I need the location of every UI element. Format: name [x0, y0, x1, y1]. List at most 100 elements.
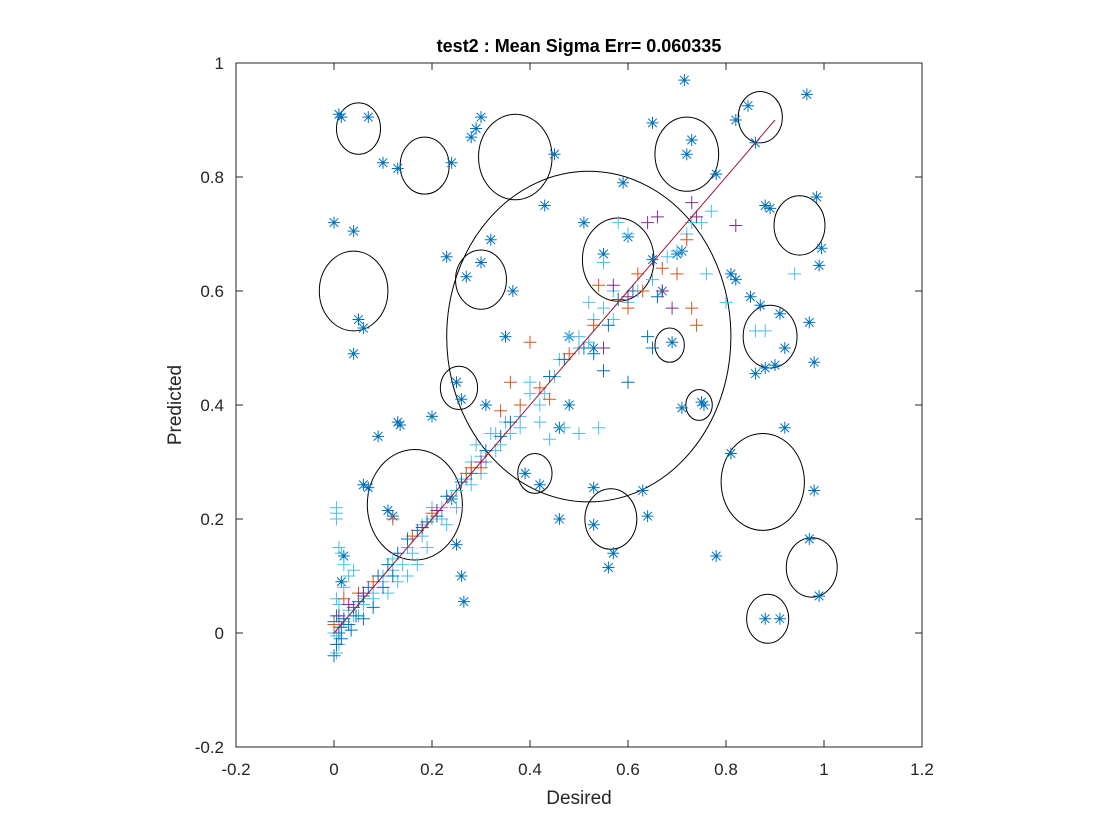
x-tick-label: 0.8 — [714, 760, 738, 779]
star-point — [729, 114, 742, 126]
sigma-circle — [517, 452, 553, 494]
axes-box — [235, 62, 923, 748]
star-point — [813, 259, 826, 272]
plus-point — [523, 335, 537, 349]
star-point — [337, 550, 350, 563]
plus-point — [494, 429, 508, 443]
plus-point — [636, 284, 650, 298]
y-tick-label: 0.6 — [200, 282, 224, 301]
reference-line-layer — [333, 119, 776, 634]
plus-point — [494, 404, 508, 418]
star-point — [457, 595, 470, 608]
star-point — [678, 74, 691, 87]
plus-point — [533, 415, 547, 429]
star-point — [394, 418, 407, 431]
plus-point — [523, 375, 537, 389]
star-point — [519, 467, 532, 480]
plus-point — [454, 475, 468, 489]
x-axis-label: Desired — [546, 788, 611, 809]
star-point — [742, 99, 755, 112]
plus-point — [366, 600, 380, 614]
star-point — [450, 538, 463, 551]
plus-point — [543, 392, 557, 406]
plus-point — [621, 375, 635, 389]
x-tick-label: 1.2 — [910, 760, 934, 779]
star-point — [602, 561, 615, 574]
star-point — [666, 336, 679, 349]
star-point — [347, 347, 360, 360]
plus-point — [758, 324, 772, 338]
plus-point — [641, 330, 655, 344]
plus-point — [420, 515, 434, 529]
star-point — [597, 247, 610, 260]
star-point — [778, 421, 791, 434]
plus-point — [440, 518, 454, 532]
star-point — [773, 307, 786, 320]
plus-point — [621, 301, 635, 315]
star-point — [749, 367, 762, 380]
plus-point — [572, 330, 586, 344]
star-point — [808, 356, 821, 369]
plus-point — [386, 512, 400, 526]
star-point — [475, 256, 487, 269]
sigma-circle — [773, 195, 826, 256]
star-point — [810, 190, 823, 203]
plus-point — [641, 216, 655, 230]
star-point — [470, 122, 483, 135]
star-point — [450, 376, 463, 389]
plus-point — [329, 512, 343, 526]
plus-point — [401, 532, 414, 546]
star-point — [724, 267, 737, 280]
star-point — [357, 322, 370, 335]
plus-point — [435, 512, 449, 526]
plus-point — [597, 301, 610, 315]
star-point — [646, 253, 659, 266]
y-axis-label: Predicted — [165, 365, 186, 445]
star-point — [484, 233, 497, 246]
plus-point — [332, 609, 346, 623]
plus-point — [327, 617, 341, 631]
plus-point — [533, 398, 547, 412]
star-point — [577, 216, 590, 229]
plus-point — [450, 501, 463, 515]
plus-point — [469, 438, 483, 452]
star-point — [808, 484, 821, 497]
star-point — [813, 589, 826, 602]
star-point — [362, 481, 375, 494]
star-point — [335, 111, 348, 124]
plus-point — [611, 216, 625, 230]
star-point — [352, 313, 365, 326]
plus-point — [606, 313, 620, 326]
star-point — [587, 518, 600, 531]
plus-point — [334, 620, 348, 634]
plus-point — [344, 623, 358, 637]
sigma-circle — [685, 389, 713, 421]
star-point — [675, 401, 688, 414]
plus-point — [376, 580, 390, 594]
star-point — [362, 111, 375, 124]
plus-point — [513, 398, 527, 412]
star-point — [479, 399, 492, 411]
plus-point — [401, 569, 414, 583]
sigma-circle — [746, 593, 790, 644]
sigma-circle — [584, 488, 638, 550]
star-point — [381, 504, 394, 517]
star-point — [641, 510, 654, 523]
y-tick-label: -0.2 — [195, 738, 224, 757]
star-point — [769, 359, 781, 372]
x-tick-label: 0 — [329, 760, 338, 779]
star-point — [607, 547, 620, 560]
plus-point — [503, 375, 517, 389]
star-point — [445, 156, 458, 169]
plus-point — [660, 250, 674, 264]
plus-point — [597, 256, 610, 269]
plus-point — [680, 233, 694, 247]
star-point — [710, 168, 723, 181]
sigma-circle — [785, 537, 838, 598]
axis-ticks — [235, 62, 923, 748]
plus-point — [650, 290, 664, 304]
sigma-circle — [318, 250, 389, 332]
plus-point — [704, 204, 718, 218]
star-point — [803, 316, 816, 329]
